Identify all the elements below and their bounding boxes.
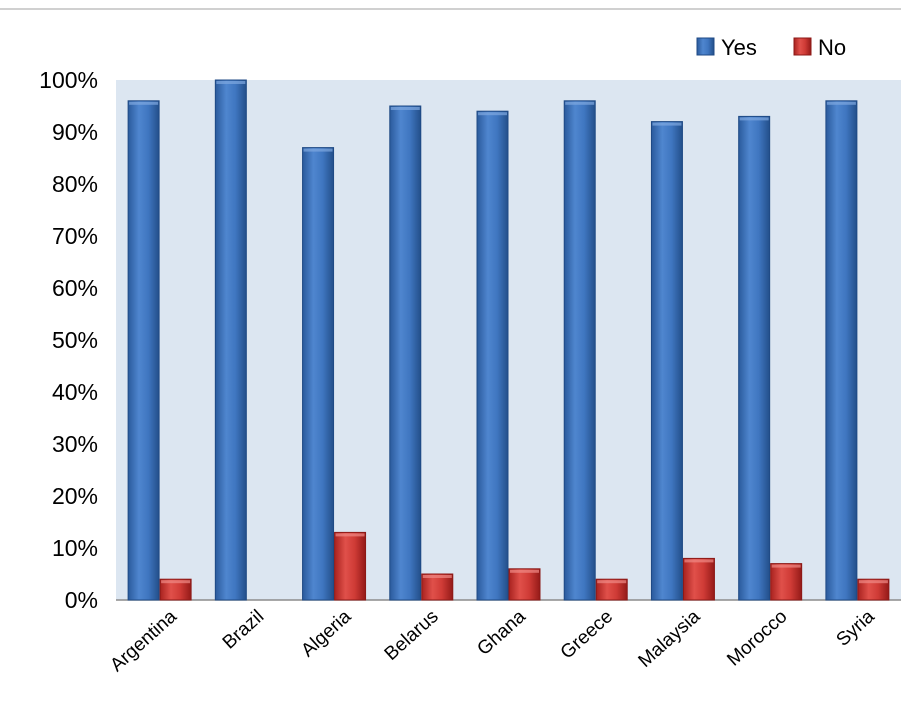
- x-tick-label: Algeria: [297, 606, 355, 661]
- bar-no-algeria: [334, 531, 367, 601]
- legend-label-yes: Yes: [721, 35, 757, 60]
- bar-highlight: [858, 580, 888, 584]
- x-tick-label: Belarus: [381, 606, 443, 665]
- bar-yes-ghana: [476, 110, 509, 601]
- bar-highlight: [129, 101, 159, 105]
- y-tick-label: 90%: [52, 119, 98, 145]
- bar-no-greece: [595, 578, 628, 601]
- x-tick-label: Argentina: [106, 606, 181, 676]
- bar-highlight: [739, 117, 769, 121]
- bar-highlight: [771, 564, 801, 568]
- y-tick-label: 40%: [52, 379, 98, 405]
- y-tick-label: 60%: [52, 275, 98, 301]
- x-tick-label: Brazil: [219, 606, 268, 653]
- bar-yes-greece: [563, 100, 596, 601]
- bar-highlight: [510, 569, 539, 573]
- bar-highlight: [161, 580, 191, 584]
- legend: Yes No: [696, 35, 846, 60]
- bar-highlight: [652, 122, 682, 126]
- y-tick-label: 20%: [52, 483, 98, 509]
- bar-highlight: [565, 101, 595, 105]
- y-tick-label: 10%: [52, 535, 98, 561]
- bar-yes-argentina: [127, 100, 160, 601]
- bar-highlight: [684, 559, 714, 563]
- x-tick-label: Malaysia: [635, 606, 705, 672]
- bar-highlight: [335, 533, 365, 537]
- x-tick-label: Morocco: [723, 606, 791, 670]
- legend-label-no: No: [818, 35, 846, 60]
- y-tick-label: 30%: [52, 431, 98, 457]
- bar-yes-morocco: [738, 115, 771, 601]
- bar-highlight: [478, 112, 507, 116]
- legend-swatch-no: [793, 37, 812, 56]
- bar-no-belarus: [421, 573, 454, 601]
- x-tick-label: Ghana: [473, 606, 530, 660]
- bar-yes-syria: [825, 100, 858, 601]
- x-tick-label: Syria: [833, 606, 880, 651]
- y-tick-label: 80%: [52, 171, 98, 197]
- bar-highlight: [422, 575, 452, 578]
- bar-yes-algeria: [302, 147, 335, 601]
- y-tick-label: 70%: [52, 223, 98, 249]
- y-tick-label: 0%: [65, 587, 98, 613]
- bar-yes-malaysia: [650, 121, 683, 601]
- bar-no-morocco: [770, 563, 803, 601]
- bar-highlight: [216, 81, 246, 84]
- bar-yes-brazil: [214, 79, 247, 601]
- y-tick-label: 100%: [39, 67, 98, 93]
- x-tick-label: Greece: [557, 606, 617, 663]
- bars: [127, 79, 890, 601]
- legend-swatch-yes: [696, 37, 715, 56]
- bar-highlight: [390, 107, 420, 110]
- bar-highlight: [303, 148, 333, 152]
- bar-yes-belarus: [389, 105, 422, 601]
- bar-no-syria: [857, 578, 890, 601]
- y-axis: 0% 10% 20% 30% 40% 50% 60% 70% 80% 90% 100%: [39, 67, 98, 613]
- y-tick-label: 50%: [52, 327, 98, 353]
- bar-highlight: [597, 580, 627, 584]
- bar-no-argentina: [159, 578, 192, 601]
- x-axis: Argentina Brazil Algeria Belarus Ghana Greece…: [106, 606, 879, 676]
- bar-highlight: [826, 101, 856, 105]
- bar-no-ghana: [508, 568, 541, 601]
- bar-no-malaysia: [682, 557, 715, 601]
